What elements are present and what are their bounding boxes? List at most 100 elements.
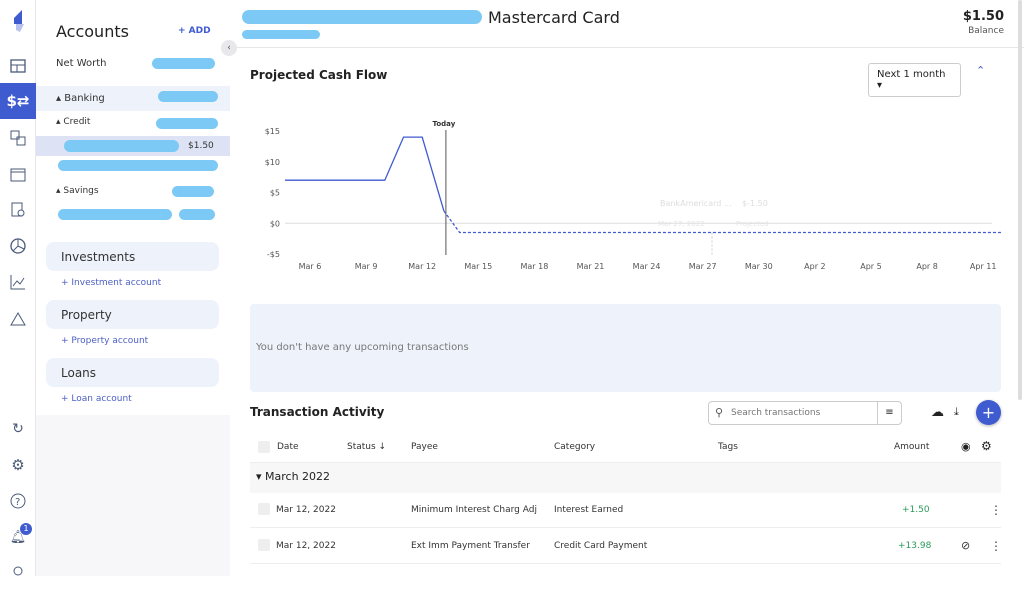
row-amount: +1.50 bbox=[902, 505, 930, 515]
redacted-title bbox=[242, 10, 482, 24]
row-checkbox[interactable] bbox=[258, 503, 270, 515]
x-tick-label: Mar 12 bbox=[408, 262, 436, 271]
gear-icon[interactable]: ⚙ bbox=[981, 439, 992, 453]
y-tick-label: $15 bbox=[265, 127, 280, 136]
tooltip-amount: $-1.50 bbox=[742, 199, 768, 208]
user-icon[interactable] bbox=[0, 555, 36, 591]
redacted-account bbox=[58, 160, 218, 171]
row-amount: +13.98 bbox=[898, 541, 932, 551]
bell-icon[interactable]: 🔔︎ 1 bbox=[0, 519, 36, 555]
dashboard-icon[interactable] bbox=[0, 48, 36, 84]
pie-chart-icon[interactable] bbox=[0, 228, 36, 264]
select-all-checkbox[interactable] bbox=[258, 441, 270, 453]
today-label: Today bbox=[433, 120, 456, 128]
range-value: Next 1 month bbox=[877, 69, 946, 80]
eye-icon[interactable]: ◉ bbox=[961, 440, 971, 453]
savings-group[interactable]: ▴ Savings bbox=[56, 186, 99, 196]
header-divider bbox=[230, 47, 1024, 48]
redacted-amount bbox=[156, 118, 218, 129]
tooltip-status: Projected bbox=[736, 220, 769, 228]
add-loan-link[interactable]: + Loan account bbox=[61, 394, 132, 404]
divider bbox=[250, 563, 1001, 564]
row-date: Mar 12, 2022 bbox=[276, 505, 336, 515]
selected-account-amount: $1.50 bbox=[188, 141, 214, 151]
budget-icon[interactable] bbox=[0, 120, 36, 156]
eye-off-icon[interactable]: ⊘ bbox=[961, 539, 971, 552]
filter-icon[interactable]: ≡ bbox=[877, 402, 901, 424]
col-category[interactable]: Category bbox=[554, 442, 596, 452]
x-tick-label: Mar 21 bbox=[577, 262, 605, 271]
upcoming-empty-state: You don't have any upcoming transactions bbox=[250, 304, 1001, 392]
investments-chart-icon[interactable] bbox=[0, 264, 36, 300]
collapse-sidebar-button[interactable]: ‹ bbox=[221, 40, 237, 56]
add-transaction-button[interactable]: + bbox=[976, 400, 1001, 425]
calendar-icon[interactable] bbox=[0, 156, 36, 192]
col-status[interactable]: Status ↓ bbox=[347, 442, 387, 452]
help-icon[interactable]: ? bbox=[0, 483, 36, 519]
investments-group[interactable]: Investments bbox=[46, 242, 219, 271]
settings-icon[interactable]: ⚙ bbox=[11, 456, 25, 474]
collapse-chart-button[interactable]: ⌃ bbox=[976, 64, 986, 77]
accounts-sidebar: Accounts + ADD Net Worth ▴ Banking ▴ Cre… bbox=[36, 0, 237, 415]
row-payee: Minimum Interest Charg Adj bbox=[411, 505, 537, 515]
account-detail: Mastercard Card $1.50 Balance Projected … bbox=[230, 0, 1024, 576]
loans-group[interactable]: Loans bbox=[46, 358, 219, 387]
row-payee: Ext Imm Payment Transfer bbox=[411, 541, 530, 551]
credit-group[interactable]: ▴ Credit bbox=[56, 117, 91, 127]
transactions-icon[interactable]: $⇄ bbox=[0, 83, 36, 119]
row-date: Mar 12, 2022 bbox=[276, 541, 336, 551]
svg-text:?: ? bbox=[15, 497, 20, 508]
x-tick-label: Mar 9 bbox=[355, 262, 378, 271]
y-tick-label: -$5 bbox=[267, 250, 280, 259]
tooltip-date: Mar 27, 2022 bbox=[658, 220, 705, 228]
x-tick-label: Mar 30 bbox=[745, 262, 773, 271]
banking-label: Banking bbox=[64, 93, 105, 104]
month-group-label: March 2022 bbox=[265, 470, 331, 483]
x-tick-label: Apr 11 bbox=[970, 262, 997, 271]
account-title: Mastercard Card bbox=[488, 8, 620, 27]
col-payee[interactable]: Payee bbox=[411, 442, 438, 452]
property-group[interactable]: Property bbox=[46, 300, 219, 329]
divider bbox=[250, 462, 1001, 463]
more-menu-icon[interactable]: ⋮ bbox=[990, 503, 1002, 517]
month-group-header[interactable]: ▾ March 2022 bbox=[250, 463, 1001, 493]
y-tick-label: $0 bbox=[270, 219, 280, 228]
add-account-button[interactable]: + ADD bbox=[178, 26, 211, 36]
redacted-account-name bbox=[64, 140, 179, 152]
col-date[interactable]: Date bbox=[277, 442, 299, 452]
app-logo bbox=[14, 10, 24, 32]
download-icon[interactable]: ⤓ bbox=[954, 405, 959, 418]
y-tick-label: $5 bbox=[270, 189, 280, 198]
upload-cloud-icon[interactable]: ☁ bbox=[931, 405, 944, 420]
accounts-title: Accounts bbox=[56, 22, 129, 41]
divider bbox=[250, 527, 1001, 528]
tooltip-account: BankAmericard ... bbox=[660, 199, 732, 208]
redacted-amount bbox=[158, 91, 218, 102]
series-line-dashed bbox=[443, 210, 1002, 234]
row-category: Interest Earned bbox=[554, 505, 624, 515]
add-investment-link[interactable]: + Investment account bbox=[61, 278, 162, 288]
scrollbar[interactable] bbox=[1018, 0, 1022, 400]
goals-mountain-icon[interactable] bbox=[0, 300, 36, 336]
more-menu-icon[interactable]: ⋮ bbox=[990, 539, 1002, 553]
nav-rail: $⇄ ↻ ⚙ ? 🔔︎ 1 bbox=[0, 0, 36, 576]
y-tick-label: $10 bbox=[265, 158, 280, 167]
sidebar-footer-area bbox=[36, 415, 230, 576]
add-property-link[interactable]: + Property account bbox=[61, 336, 149, 346]
x-tick-label: Apr 2 bbox=[804, 262, 825, 271]
row-checkbox[interactable] bbox=[258, 539, 270, 551]
range-select[interactable]: Next 1 month ▾ bbox=[868, 63, 961, 97]
redacted-amount bbox=[152, 58, 215, 69]
redacted-amount bbox=[172, 186, 214, 197]
net-worth-label: Net Worth bbox=[56, 58, 107, 69]
notification-badge: 1 bbox=[20, 523, 32, 535]
reports-icon[interactable] bbox=[0, 192, 36, 228]
search-input[interactable] bbox=[731, 405, 871, 421]
cashflow-chart: $15 $10 $5 $0 -$5 Mar 6 Mar 9 Mar 12 Mar 15 Mar 1… bbox=[265, 120, 1002, 271]
col-tags[interactable]: Tags bbox=[718, 442, 738, 452]
row-category: Credit Card Payment bbox=[554, 541, 648, 551]
balance-label: Balance bbox=[968, 26, 1004, 36]
col-amount[interactable]: Amount bbox=[894, 442, 930, 452]
refresh-icon[interactable]: ↻ bbox=[12, 421, 24, 437]
series-line-solid bbox=[285, 136, 445, 212]
